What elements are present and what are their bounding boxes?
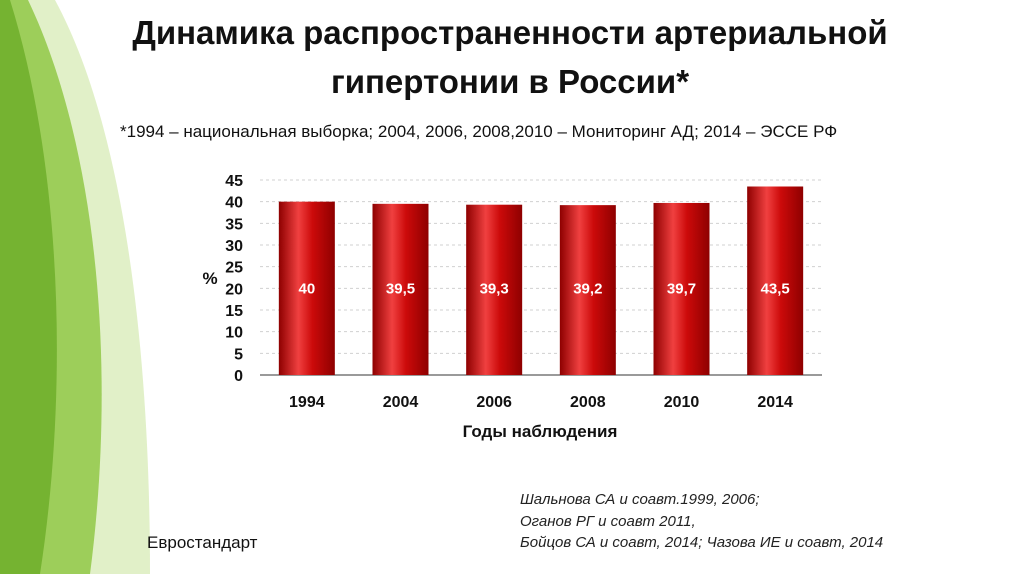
bar <box>559 205 616 375</box>
y-tick-label: 40 <box>225 195 243 212</box>
bar <box>466 204 523 375</box>
bar-value-label: 39,3 <box>480 280 509 297</box>
bar-value-label: 40 <box>298 280 315 297</box>
bar <box>278 201 335 375</box>
footer-label: Евростандарт <box>147 533 258 552</box>
y-tick-label: 0 <box>234 368 243 385</box>
y-tick-label: 35 <box>225 216 243 233</box>
bar <box>653 202 710 375</box>
slide-title: Динамика распространенности артериальной… <box>110 8 910 106</box>
y-tick-label: 30 <box>225 238 243 255</box>
y-axis-label: % <box>202 269 217 288</box>
x-axis-label: Годы наблюдения <box>463 422 618 441</box>
slide-subtitle: *1994 – национальная выборка; 2004, 2006… <box>120 122 838 141</box>
x-tick-label: 2008 <box>570 394 606 411</box>
y-tick-label: 45 <box>225 173 243 190</box>
y-tick-label: 25 <box>225 260 243 277</box>
x-tick-label: 2010 <box>664 394 700 411</box>
y-tick-label: 15 <box>225 303 243 320</box>
reference-line: Бойцов СА и соавт, 2014; Чазова ИЕ и соа… <box>520 534 884 551</box>
title-line-1: Динамика распространенности артериальной <box>132 14 888 51</box>
y-tick-label: 5 <box>234 346 243 363</box>
bar-value-label: 39,7 <box>667 280 696 297</box>
x-tick-label: 2006 <box>476 394 512 411</box>
title-line-2: гипертонии в России* <box>330 63 690 100</box>
bar-value-label: 39,5 <box>386 280 415 297</box>
x-tick-label: 2014 <box>757 394 793 411</box>
x-tick-label: 1994 <box>289 394 325 411</box>
reference-line: Шальнова СА и соавт.1999, 2006; <box>520 491 760 508</box>
bar <box>372 203 429 375</box>
references: Шальнова СА и соавт.1999, 2006; Оганов Р… <box>520 489 990 554</box>
bar-value-label: 39,2 <box>573 280 602 297</box>
y-tick-label: 10 <box>225 325 243 342</box>
bar-value-label: 43,5 <box>761 280 790 297</box>
bar <box>747 186 804 375</box>
x-tick-label: 2004 <box>383 394 419 411</box>
y-tick-label: 20 <box>225 281 243 298</box>
reference-line: Оганов РГ и соавт 2011, <box>520 512 696 530</box>
